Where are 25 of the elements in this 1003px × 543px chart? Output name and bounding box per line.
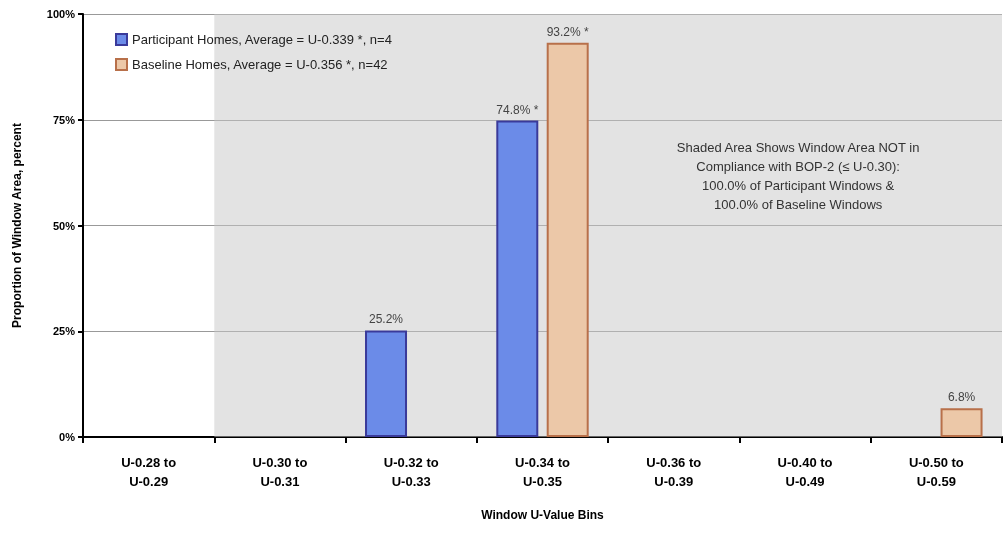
legend-label: Participant Homes, Average = U-0.339 *, n=4: [132, 32, 392, 47]
x-tick-label: U-0.40 to U-0.49: [777, 455, 833, 489]
y-tick-label: 75%: [52, 113, 76, 126]
x-tick-label: U-0.32 to U-0.33: [383, 455, 439, 489]
data-label: 25.2%: [369, 312, 404, 327]
x-tick-label: U-0.28 to U-0.29: [121, 455, 177, 489]
y-axis-title: Proportion of Window Area, percent: [10, 123, 24, 328]
bar: [940, 408, 983, 437]
band-label: Shaded Area Shows Window Area NOT in Compliance with BOP-2 (≤ U-0.30): 100.0% of Participant Windows & 100.0% of Baseline Windows: [676, 139, 920, 212]
y-tick-label: 0%: [59, 431, 76, 443]
legend-label: Baseline Homes, Average = U-0.356 *, n=42: [132, 57, 388, 72]
x-tick-label: U-0.50 to U-0.59: [908, 455, 964, 489]
data-label: 93.2% *: [546, 24, 590, 39]
x-tick-label: U-0.36 to U-0.39: [646, 455, 702, 489]
x-tick-label: U-0.34 to U-0.35: [515, 455, 571, 489]
x-tick-label: U-0.30 to U-0.31: [252, 455, 308, 489]
y-tick-label: 100%: [46, 8, 76, 20]
y-tick-label: 25%: [52, 325, 76, 338]
data-label: 6.8%: [947, 390, 976, 405]
bar: [546, 42, 589, 437]
y-tick-label: 50%: [52, 219, 76, 232]
bar: [365, 330, 408, 437]
x-axis-title: Window U-Value Bins: [481, 508, 605, 522]
data-label: 74.8% *: [496, 102, 539, 117]
bar: [496, 120, 539, 437]
